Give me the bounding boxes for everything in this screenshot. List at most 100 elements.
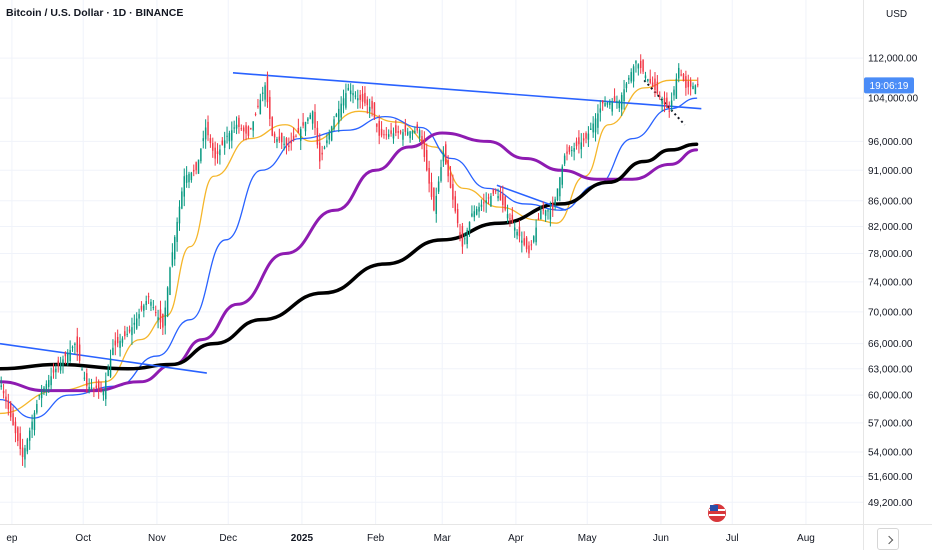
candle-body	[490, 195, 492, 207]
x-tick-label: Dec	[219, 533, 237, 544]
scale-settings-button[interactable]	[877, 528, 899, 550]
time-axis-divider	[0, 524, 932, 525]
candle-body	[620, 95, 623, 110]
candle-body	[204, 127, 207, 140]
candle-body	[109, 358, 112, 377]
candle-body	[540, 210, 542, 220]
candle-body	[245, 125, 247, 134]
y-tick-label: 57,000.00	[868, 418, 913, 429]
candle-body	[36, 403, 38, 413]
currency-label[interactable]: USD	[886, 9, 908, 20]
moving-average-line	[0, 79, 698, 415]
candle-body	[95, 385, 98, 389]
countdown-label: 19:06:19	[870, 81, 909, 92]
candle-body	[59, 362, 62, 371]
candle-body	[592, 123, 594, 133]
candle-body	[88, 386, 90, 392]
candle-body	[392, 133, 395, 139]
candle-body	[147, 296, 150, 298]
candle-body	[2, 390, 5, 394]
candle-body	[12, 413, 14, 426]
candle-body	[378, 120, 380, 136]
candle-body	[387, 134, 390, 137]
trendline	[0, 342, 207, 374]
symbol-title: Bitcoin / U.S. Dollar · 1D · BINANCE	[6, 7, 184, 19]
candle-body	[133, 322, 136, 325]
candle-body	[601, 100, 604, 104]
candle-body	[307, 118, 309, 121]
candle-body	[185, 175, 188, 183]
candle-body	[0, 385, 2, 387]
candle-body	[642, 59, 644, 72]
y-tick-label: 74,000.00	[868, 277, 913, 288]
candle-body	[685, 76, 687, 88]
y-tick-label: 91,000.00	[868, 166, 913, 177]
candle-body	[105, 379, 107, 400]
candle-body	[639, 60, 642, 69]
y-tick-label: 60,000.00	[868, 391, 913, 402]
candle-body	[145, 301, 147, 306]
candle-body	[233, 127, 235, 129]
candle-body	[216, 151, 219, 154]
candle-body	[121, 338, 124, 343]
candle-body	[219, 149, 221, 156]
candle-body	[599, 108, 602, 113]
candle-body	[442, 152, 445, 162]
candle-body	[494, 190, 497, 192]
candle-body	[183, 176, 185, 197]
candle-body	[354, 95, 357, 97]
candle-body	[418, 130, 421, 138]
candle-body	[166, 287, 169, 317]
candle-body	[209, 138, 212, 144]
x-tick-label: May	[578, 533, 597, 544]
candle-body	[449, 172, 452, 188]
candle-body	[658, 95, 661, 98]
candle-body	[428, 167, 430, 184]
candle-body	[74, 343, 76, 346]
candle-body	[376, 123, 378, 127]
candle-body	[221, 140, 224, 145]
x-tick-label: Oct	[75, 533, 91, 544]
candle-body	[390, 130, 392, 134]
candle-body	[547, 210, 549, 212]
candle-body	[21, 447, 24, 458]
candle-body	[126, 333, 128, 335]
candle-body	[606, 102, 609, 105]
candle-body	[43, 387, 45, 392]
candle-body	[40, 391, 43, 399]
candle-body	[525, 237, 528, 250]
candle-body	[338, 108, 340, 124]
candle-body	[578, 137, 580, 145]
candle-body	[81, 369, 83, 371]
candle-body	[47, 380, 50, 388]
candle-body	[530, 244, 533, 246]
candle-body	[45, 383, 48, 392]
candle-body	[19, 433, 21, 450]
candle-body	[561, 166, 563, 185]
candle-body	[373, 102, 376, 118]
candle-body	[630, 72, 632, 82]
candle-body	[181, 191, 183, 209]
candle-body	[93, 387, 95, 389]
candle-body	[571, 149, 573, 151]
candle-body	[670, 100, 673, 107]
candle-body	[97, 381, 100, 390]
candle-body	[611, 101, 613, 112]
candle-body	[102, 390, 105, 396]
candle-body	[466, 230, 468, 245]
candle-body	[283, 143, 285, 145]
candle-body	[271, 117, 273, 136]
candle-body	[518, 226, 521, 237]
candle-body	[511, 214, 514, 224]
candle-body	[340, 103, 342, 118]
y-tick-label: 51,600.00	[868, 472, 913, 483]
candle-body	[285, 138, 288, 146]
candle-body	[513, 227, 516, 231]
candle-body	[176, 221, 178, 242]
candle-body	[140, 305, 143, 310]
y-tick-label: 78,000.00	[868, 249, 913, 260]
candle-body	[535, 227, 537, 243]
candle-body	[371, 100, 373, 109]
